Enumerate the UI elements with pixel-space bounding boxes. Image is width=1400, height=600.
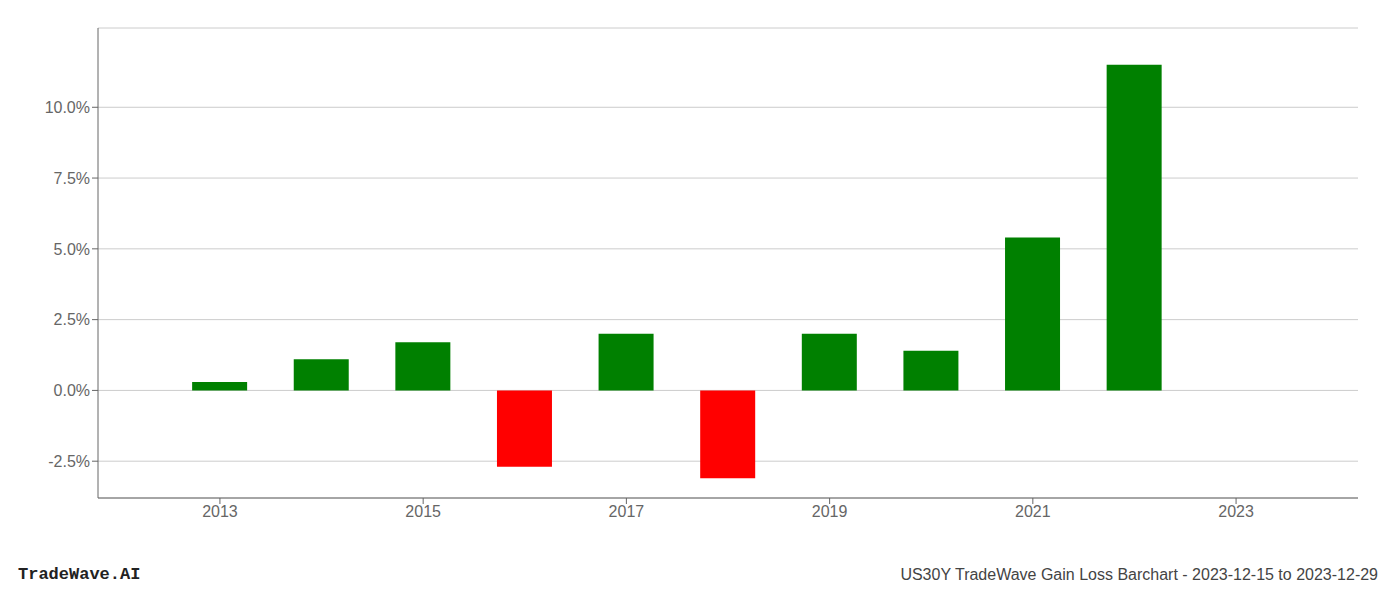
svg-text:-2.5%: -2.5% [48, 453, 90, 470]
svg-text:2019: 2019 [812, 503, 848, 520]
svg-text:2015: 2015 [405, 503, 441, 520]
svg-text:2.5%: 2.5% [54, 311, 90, 328]
svg-text:2013: 2013 [202, 503, 238, 520]
html-text:TradeWave.AI: TradeWave.AI [18, 565, 141, 584]
svg-text:7.5%: 7.5% [54, 170, 90, 187]
html-text:US30Y TradeWave Gain Loss Barc: US30Y TradeWave Gain Loss Barchart - 202… [900, 566, 1378, 583]
svg-text:0.0%: 0.0% [54, 382, 90, 399]
svg-text:5.0%: 5.0% [54, 241, 90, 258]
svg-text:10.0%: 10.0% [45, 99, 90, 116]
svg-text:2017: 2017 [609, 503, 645, 520]
svg-text:2021: 2021 [1015, 503, 1051, 520]
svg-text:2023: 2023 [1218, 503, 1254, 520]
